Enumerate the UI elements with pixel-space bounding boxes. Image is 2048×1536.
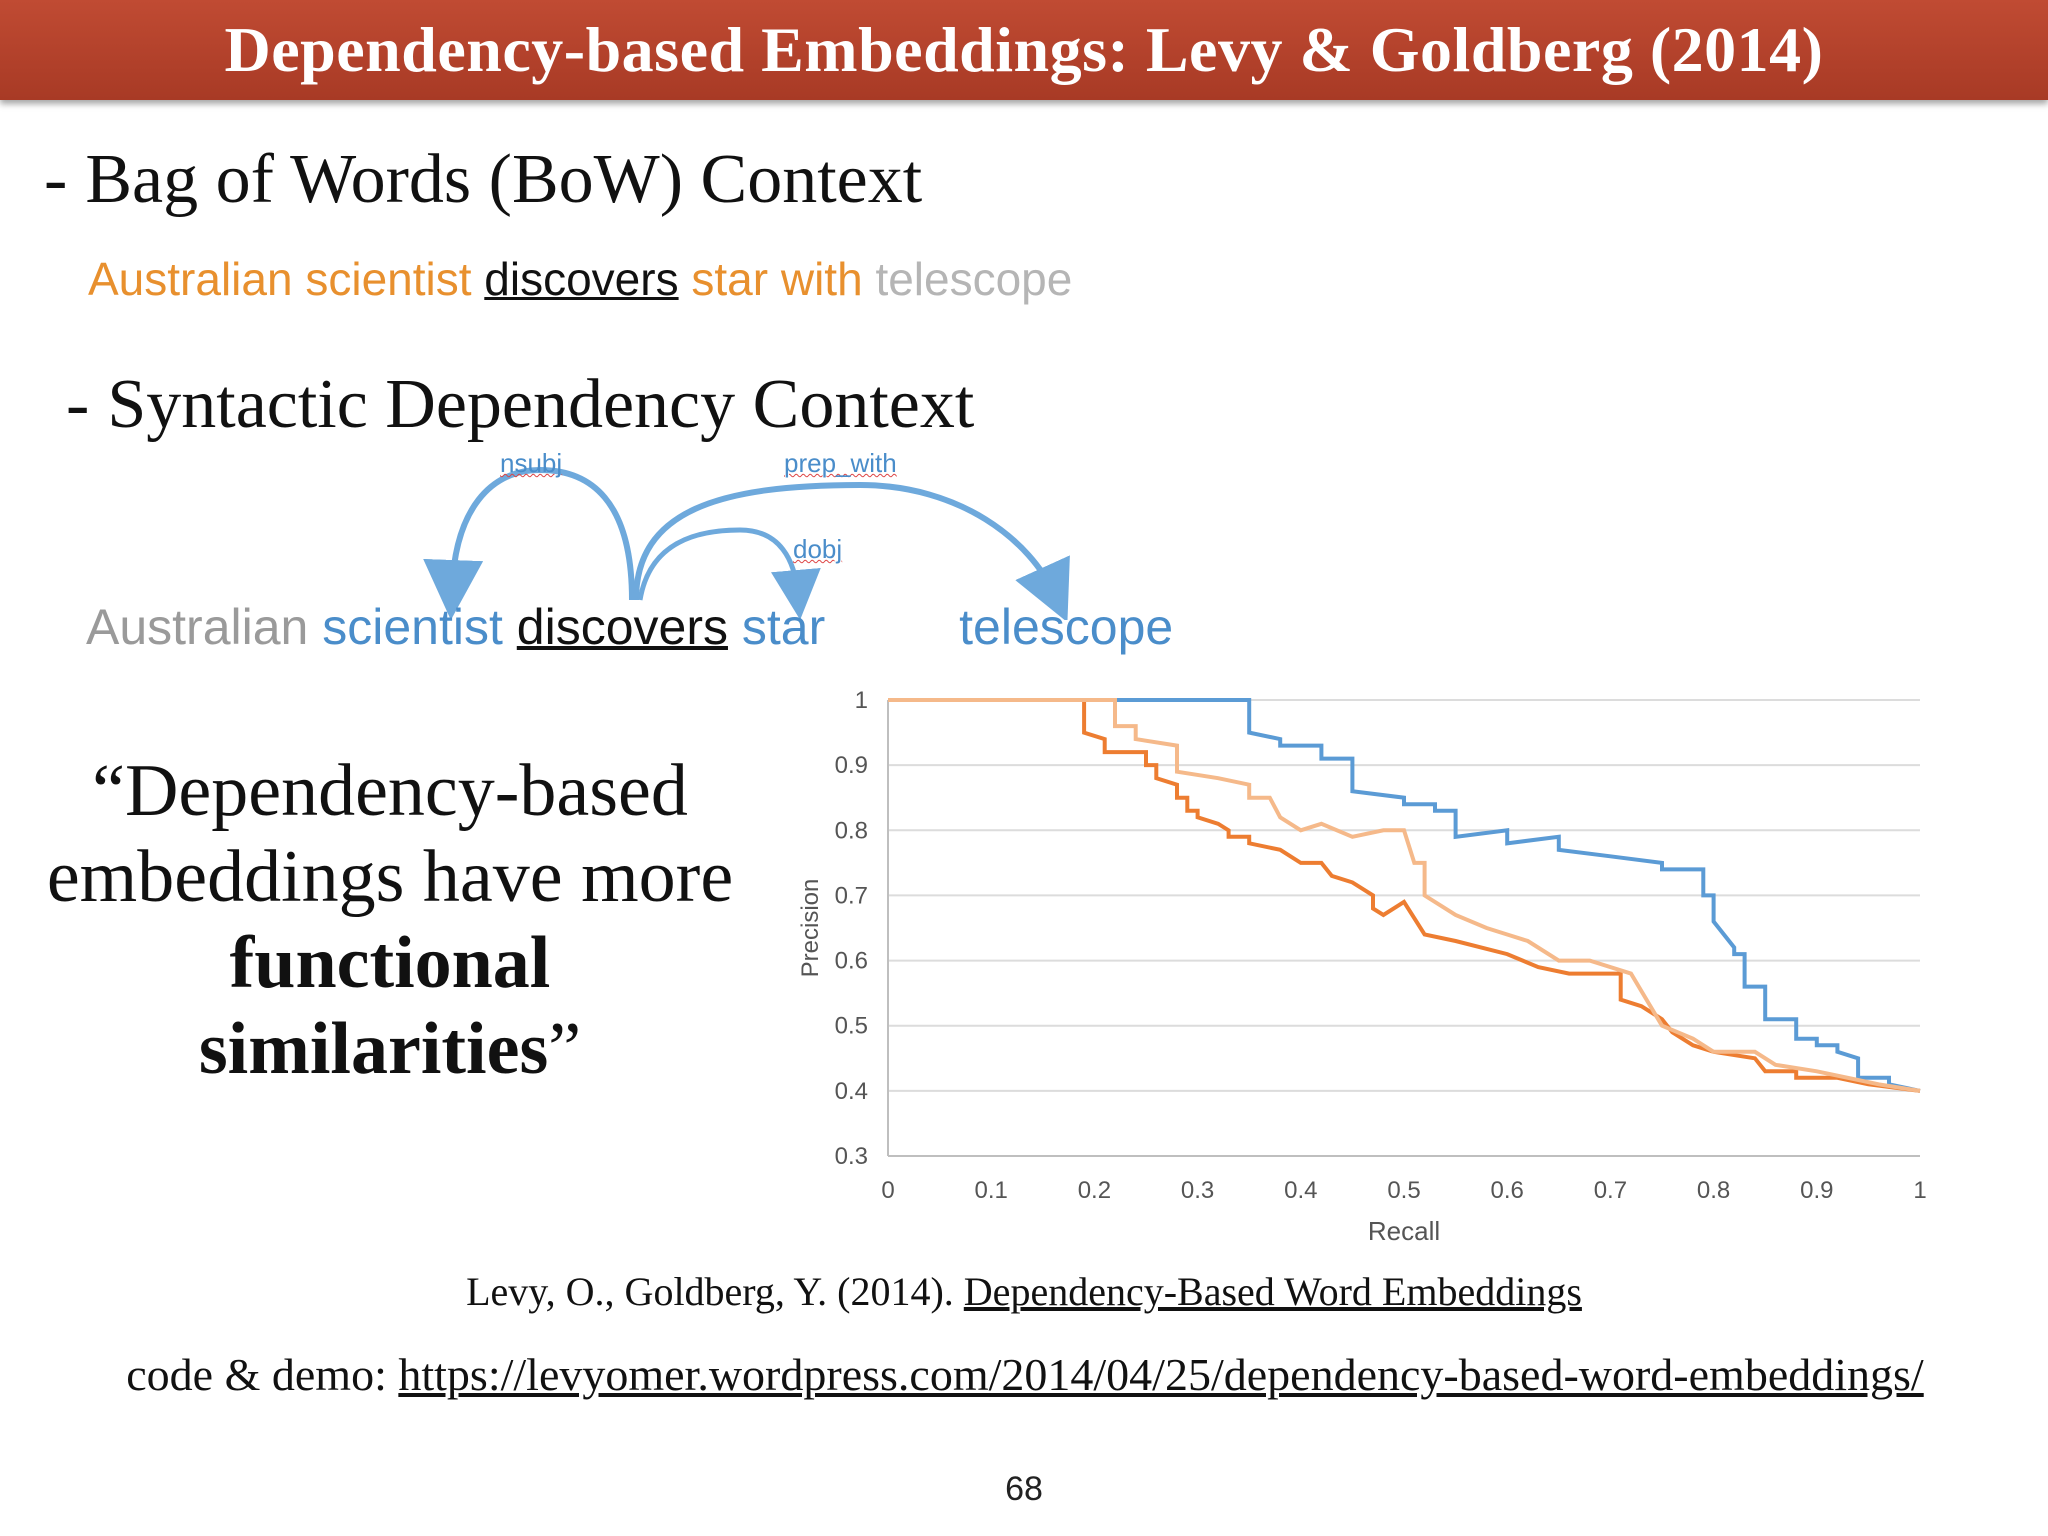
bullet-dash: - (66, 366, 90, 443)
y-tick-label: 0.5 (835, 1013, 868, 1040)
bullet-bow: - Bag of Words (BoW) Context (44, 140, 922, 220)
code-demo: code & demo: https://levyomer.wordpress.… (110, 1345, 1940, 1405)
x-tick-label: 0.6 (1491, 1177, 1524, 1204)
arc-dobj (637, 527, 821, 620)
arc-label-nsubj: nsubj (500, 448, 563, 478)
arc-prep-with (633, 481, 1070, 620)
x-tick-label: 0.1 (975, 1177, 1008, 1204)
arc-label-dobj: dobj (793, 534, 843, 564)
quote-bold: functional (229, 922, 551, 1004)
arc-label-prep-with: prep_with (784, 448, 897, 478)
quote-line: embeddings have more (46, 836, 734, 918)
bullet-dash: - (44, 141, 68, 218)
x-tick-label: 0.7 (1594, 1177, 1627, 1204)
paper-link[interactable]: Dependency-Based Word Embeddings (963, 1269, 1582, 1314)
precision-recall-chart: 0.3 0.4 0.5 0.6 0.7 0.8 0.9 1 0 0.1 0.2 0.3 0.4 0.5 0.… (797, 687, 1927, 1246)
page-number: 68 (1005, 1470, 1043, 1508)
y-tick-label: 0.6 (835, 948, 868, 975)
x-tick-label: 0.8 (1697, 1177, 1730, 1204)
dep-target-word: discovers (516, 599, 728, 655)
y-tick-label: 0.7 (835, 882, 868, 909)
citation: Levy, O., Goldberg, Y. (2014). Dependenc… (0, 1268, 2048, 1315)
quote-line: “Dependency-based (92, 750, 688, 832)
quote-block: “Dependency-based embeddings have more f… (30, 748, 750, 1092)
y-axis-label: Precision (797, 879, 824, 978)
slide-title: Dependency-based Embeddings: Levy & Gold… (224, 14, 1824, 85)
x-tick-label: 0 (881, 1177, 894, 1204)
series-line-1 (888, 698, 1921, 1093)
x-tick-label: 0.5 (1387, 1177, 1420, 1204)
dep-word: Australian (86, 599, 309, 655)
bow-sentence: Australian scientist discovers star with… (88, 252, 1072, 306)
x-tick-label: 0.9 (1800, 1177, 1833, 1204)
title-bar: Dependency-based Embeddings: Levy & Gold… (0, 0, 2048, 100)
y-tick-label: 1 (855, 687, 868, 714)
bow-word: Australian (88, 253, 293, 305)
arc-nsubj (423, 466, 635, 620)
y-tick-label: 0.9 (835, 752, 868, 779)
bow-word: with (780, 253, 863, 305)
dependency-arcs (423, 466, 1070, 620)
series-line-3 (888, 698, 1921, 1093)
bullet-bow-text: Bag of Words (BoW) Context (85, 141, 923, 218)
quote-close: ” (548, 1008, 582, 1090)
y-tick-label: 0.4 (835, 1078, 868, 1105)
bow-word: scientist (305, 253, 472, 305)
y-tick-label: 0.3 (835, 1143, 868, 1170)
bow-word: telescope (875, 253, 1073, 305)
series-line-2 (888, 698, 1921, 1093)
bullet-dependency-text: Syntactic Dependency Context (107, 366, 975, 443)
dep-word: star (741, 599, 826, 655)
bow-target-word: discovers (484, 253, 679, 305)
x-axis-label: Recall (1368, 1216, 1440, 1246)
bow-word: star (691, 253, 769, 305)
bullet-dependency: - Syntactic Dependency Context (66, 365, 974, 445)
dep-word: telescope (959, 599, 1174, 655)
dep-word: scientist (322, 599, 503, 655)
x-tick-label: 0.4 (1284, 1177, 1317, 1204)
y-tick-label: 0.8 (835, 817, 868, 844)
code-label: code & demo: (126, 1349, 387, 1400)
x-tick-label: 1 (1913, 1177, 1926, 1204)
code-demo-link[interactable]: https://levyomer.wordpress.com/2014/04/2… (398, 1349, 1924, 1400)
x-tick-label: 0.2 (1078, 1177, 1111, 1204)
citation-authors: Levy, O., Goldberg, Y. (2014). (466, 1269, 954, 1314)
x-tick-label: 0.3 (1181, 1177, 1214, 1204)
dependency-sentence: Australian scientist discovers star tele… (86, 598, 1173, 656)
quote-bold: similarities (198, 1008, 549, 1090)
